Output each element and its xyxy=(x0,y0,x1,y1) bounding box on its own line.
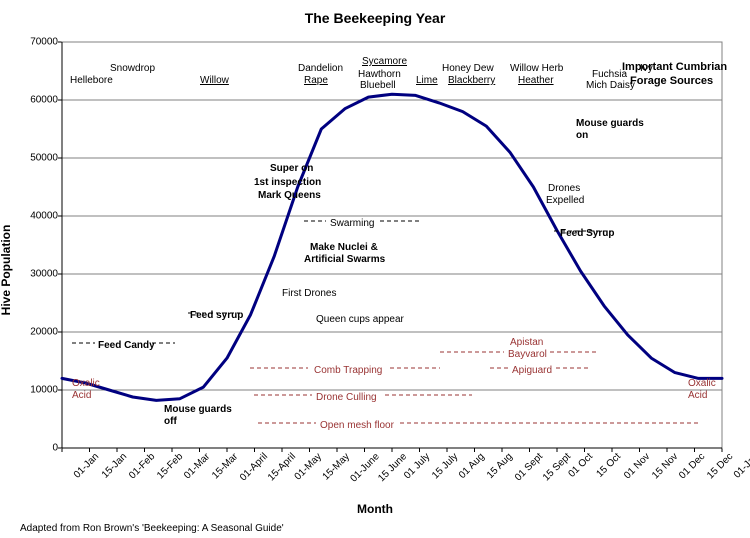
ytick-label: 70000 xyxy=(2,37,58,48)
ytick-label: 0 xyxy=(2,443,58,454)
ytick-label: 40000 xyxy=(2,211,58,222)
ytick-label: 10000 xyxy=(2,385,58,396)
chart-frame: The Beekeeping Year Hive Population Mont… xyxy=(0,0,750,538)
ytick-label: 50000 xyxy=(2,153,58,164)
ytick-label: 20000 xyxy=(2,327,58,338)
ytick-label: 30000 xyxy=(2,269,58,280)
ytick-label: 60000 xyxy=(2,95,58,106)
